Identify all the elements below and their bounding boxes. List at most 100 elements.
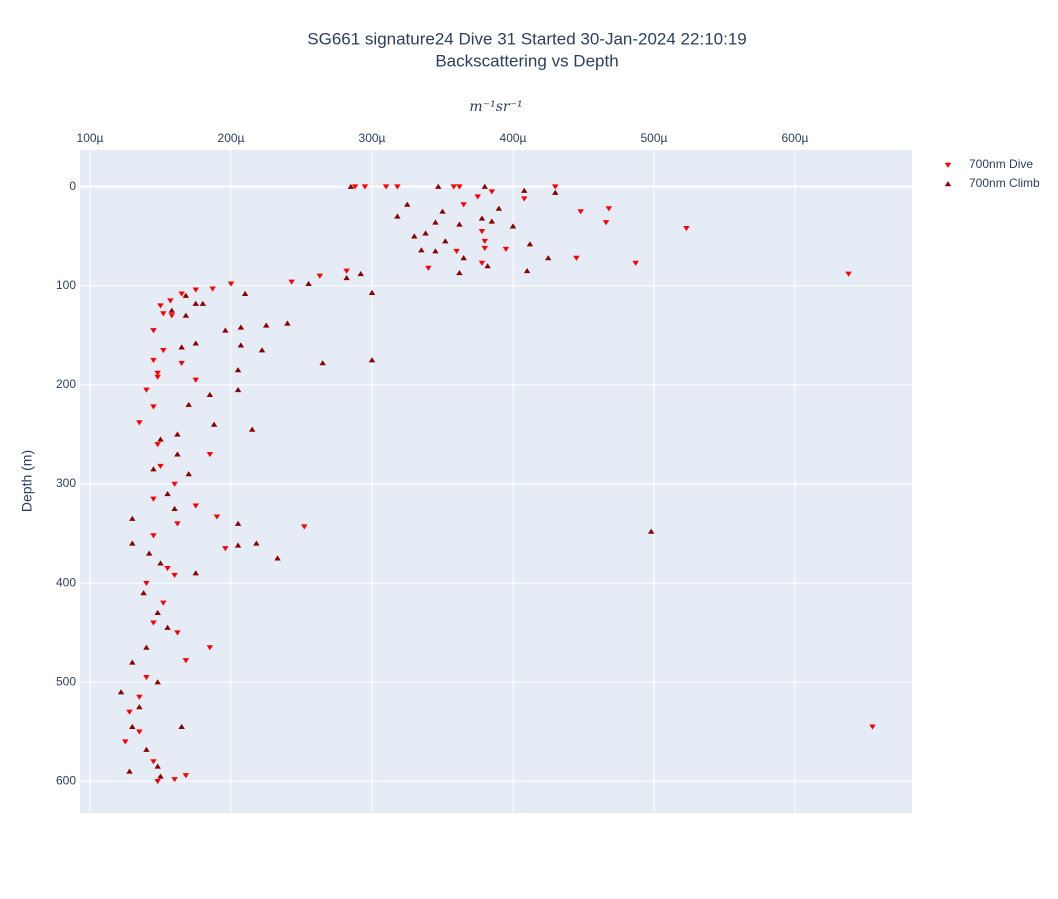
point	[154, 370, 161, 376]
point	[174, 521, 181, 527]
y-axis-title: Depth (m)	[19, 450, 35, 512]
point	[481, 183, 488, 189]
point	[150, 357, 157, 363]
point	[178, 360, 185, 366]
point	[545, 255, 552, 261]
point	[154, 609, 161, 616]
point	[117, 689, 125, 695]
grid: 100µ 200µ 300µ 400µ 500µ 600µ 0 100 200 300 400 500…	[56, 131, 912, 813]
point	[234, 367, 242, 373]
point	[213, 514, 221, 520]
point	[160, 347, 167, 354]
point	[435, 183, 442, 189]
point	[154, 442, 161, 448]
point	[171, 481, 178, 487]
point	[150, 533, 157, 539]
point	[182, 658, 190, 664]
point	[143, 580, 150, 586]
point	[157, 560, 164, 566]
y-tick-label: 400	[56, 575, 76, 589]
point	[150, 496, 157, 502]
point	[157, 773, 164, 779]
point	[605, 206, 613, 212]
point	[178, 723, 185, 730]
point	[182, 773, 190, 779]
point	[523, 268, 531, 274]
y-tick-label: 0	[69, 179, 76, 193]
legend-label: 700nm Dive	[969, 157, 1033, 171]
point	[509, 223, 517, 229]
point	[439, 208, 446, 214]
point	[488, 218, 496, 224]
point	[418, 247, 425, 253]
point	[347, 183, 355, 189]
point	[526, 241, 534, 247]
x-tick-label: 100µ	[77, 131, 104, 145]
point	[521, 187, 528, 193]
point	[143, 746, 150, 752]
plot-area	[80, 150, 912, 813]
point	[143, 674, 150, 681]
point	[167, 298, 174, 304]
point	[319, 360, 326, 366]
point	[157, 303, 164, 309]
point	[432, 219, 439, 225]
point	[845, 271, 852, 277]
x-axis-title: m⁻¹sr⁻¹	[469, 99, 522, 115]
point	[234, 542, 242, 548]
legend-label: 700nm Climb	[969, 176, 1040, 190]
point	[552, 184, 559, 190]
point	[234, 386, 242, 393]
point	[192, 503, 199, 509]
point	[171, 505, 178, 511]
point	[647, 528, 655, 534]
point	[368, 289, 376, 295]
point	[143, 644, 150, 650]
point	[316, 273, 324, 279]
point	[154, 374, 161, 380]
point	[168, 307, 175, 313]
point	[126, 768, 133, 774]
point	[171, 777, 178, 783]
y-tick-label: 100	[56, 278, 76, 292]
point	[129, 540, 136, 546]
point	[241, 290, 249, 296]
point	[248, 426, 256, 432]
point	[136, 694, 143, 700]
point	[182, 312, 190, 318]
point	[632, 260, 639, 266]
point	[577, 209, 584, 215]
y-tick-label: 600	[56, 773, 76, 787]
point	[368, 357, 376, 363]
point	[206, 452, 214, 458]
point	[206, 645, 214, 651]
legend-marker	[944, 162, 952, 168]
y-tick-label: 500	[56, 674, 76, 688]
point	[453, 248, 460, 254]
point	[129, 659, 136, 665]
y-tick-label: 300	[56, 476, 76, 490]
point	[178, 291, 185, 297]
point	[394, 184, 401, 190]
point	[146, 550, 153, 556]
point	[450, 184, 457, 190]
legend: 700nm Dive 700nm Climb	[944, 157, 1040, 190]
point	[222, 546, 229, 552]
point	[284, 320, 291, 326]
point	[157, 436, 164, 442]
point	[171, 572, 178, 579]
point	[478, 215, 486, 221]
point	[143, 387, 150, 393]
point	[382, 184, 390, 190]
chart-title: SG661 signature24 Dive 31 Started 30-Jan…	[307, 29, 746, 48]
point	[394, 213, 401, 219]
point	[174, 630, 181, 636]
point	[192, 570, 199, 576]
point	[502, 246, 510, 252]
point	[185, 401, 192, 407]
point	[488, 189, 496, 195]
point	[192, 340, 199, 346]
point	[301, 524, 308, 530]
point	[237, 324, 245, 330]
point	[481, 238, 488, 245]
